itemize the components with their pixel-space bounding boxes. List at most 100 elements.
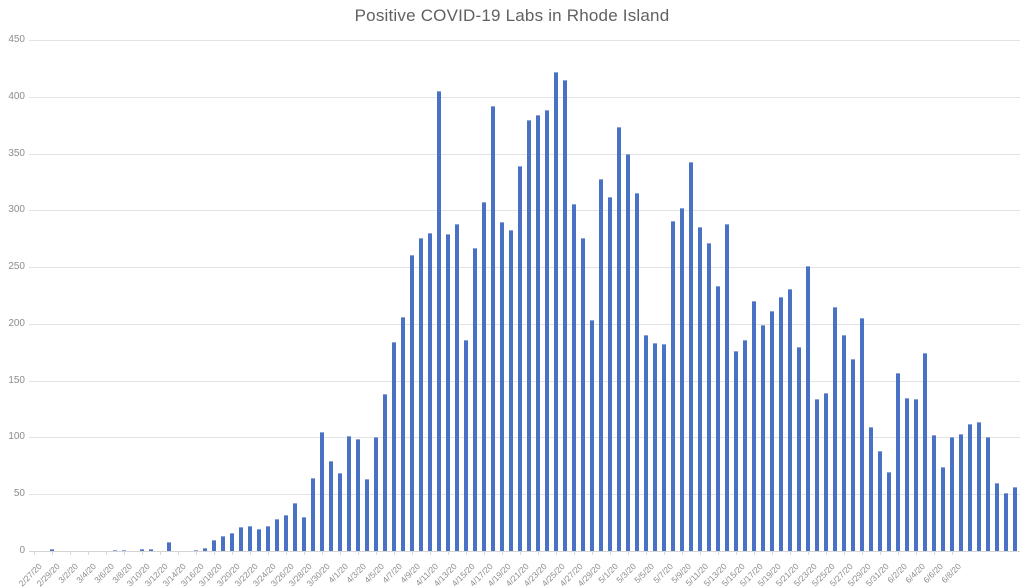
x-axis-tick — [934, 551, 936, 555]
bar — [815, 398, 820, 551]
x-axis-tick-label: 5/5/20 — [632, 561, 657, 586]
bar — [950, 437, 955, 551]
x-axis-tick — [339, 551, 341, 555]
gridline — [29, 153, 1020, 155]
x-axis-tick — [610, 551, 612, 555]
bar — [364, 479, 369, 551]
bar — [283, 514, 288, 551]
gridline — [29, 551, 1020, 552]
gridline — [29, 437, 1020, 439]
bar — [436, 91, 441, 551]
bar — [959, 434, 964, 551]
x-axis-tick — [844, 551, 846, 555]
plot-area — [29, 40, 1020, 552]
bar — [716, 286, 721, 551]
x-axis-tick — [447, 551, 449, 555]
bar — [887, 471, 892, 551]
x-axis-tick — [321, 551, 323, 555]
x-axis-tick — [736, 551, 738, 555]
bar — [932, 435, 937, 551]
bar — [517, 166, 522, 551]
bar — [292, 503, 297, 551]
bar — [770, 311, 775, 551]
x-axis-tick — [285, 551, 287, 555]
x-axis-tick — [916, 551, 918, 555]
bar — [680, 208, 685, 551]
bar — [788, 288, 793, 551]
bar — [193, 549, 198, 551]
x-axis-tick — [718, 551, 720, 555]
x-axis-tick — [628, 551, 630, 555]
gridline — [29, 380, 1020, 382]
bar — [508, 229, 513, 551]
bar — [995, 482, 1000, 551]
bar — [572, 203, 577, 551]
x-axis-tick — [33, 551, 35, 555]
gridline — [29, 40, 1020, 41]
bar — [743, 339, 748, 551]
bar — [265, 526, 270, 551]
x-axis-tick — [177, 551, 179, 555]
gridline — [29, 210, 1020, 212]
bar — [914, 398, 919, 551]
bar — [545, 110, 550, 551]
bar — [779, 296, 784, 551]
y-axis-tick-label: 400 — [8, 90, 25, 102]
bar — [121, 549, 126, 551]
bar — [977, 421, 982, 551]
x-axis-tick — [51, 551, 53, 555]
x-axis-tick — [880, 551, 882, 555]
bar — [355, 438, 360, 551]
y-axis-tick-label: 200 — [8, 317, 25, 329]
x-axis-tick — [700, 551, 702, 555]
gridline — [29, 267, 1020, 269]
bar — [608, 196, 613, 551]
bar — [211, 539, 216, 551]
bar — [49, 548, 54, 551]
bar — [463, 339, 468, 551]
bar — [202, 547, 207, 551]
bar — [238, 527, 243, 551]
bar — [689, 161, 694, 551]
y-axis-tick-label: 350 — [8, 147, 25, 159]
x-axis-tick — [592, 551, 594, 555]
x-axis-tick — [303, 551, 305, 555]
x-axis-tick — [574, 551, 576, 555]
y-axis-tick-label: 450 — [8, 34, 25, 45]
bar — [536, 114, 540, 551]
bar — [986, 437, 991, 551]
bar — [653, 343, 658, 551]
bar — [1013, 487, 1018, 551]
x-axis-tick — [411, 551, 413, 555]
x-axis-tick — [754, 551, 756, 555]
bar — [941, 466, 946, 551]
y-axis: 0 50 100 150 200 250 300 350 400 450 — [0, 35, 25, 556]
bar — [328, 461, 333, 551]
bar — [391, 342, 396, 551]
bar — [626, 153, 631, 551]
x-axis-tick — [195, 551, 197, 555]
x-axis-tick — [826, 551, 828, 555]
bar — [671, 220, 676, 551]
x-axis-tick — [772, 551, 774, 555]
x-axis-tick — [393, 551, 395, 555]
bar — [842, 335, 847, 551]
x-axis: 2/27/20 2/29/20 3/2/20 3/4/20 3/6/20 3/8/20 3/… — [17, 551, 1020, 588]
x-axis-tick — [501, 551, 503, 555]
x-axis-tick — [141, 551, 143, 555]
bar — [725, 223, 730, 551]
bar — [112, 549, 117, 551]
x-axis-tick — [790, 551, 792, 555]
bar — [698, 227, 703, 551]
bar — [860, 318, 865, 551]
bar — [752, 301, 757, 551]
x-axis-tick — [556, 551, 558, 555]
bar — [761, 325, 766, 551]
bar — [563, 79, 568, 551]
x-axis-tick — [538, 551, 539, 555]
bar — [346, 436, 351, 551]
x-axis-tick — [267, 551, 269, 555]
bar — [301, 516, 306, 551]
bar — [806, 265, 811, 551]
bar — [734, 351, 739, 551]
